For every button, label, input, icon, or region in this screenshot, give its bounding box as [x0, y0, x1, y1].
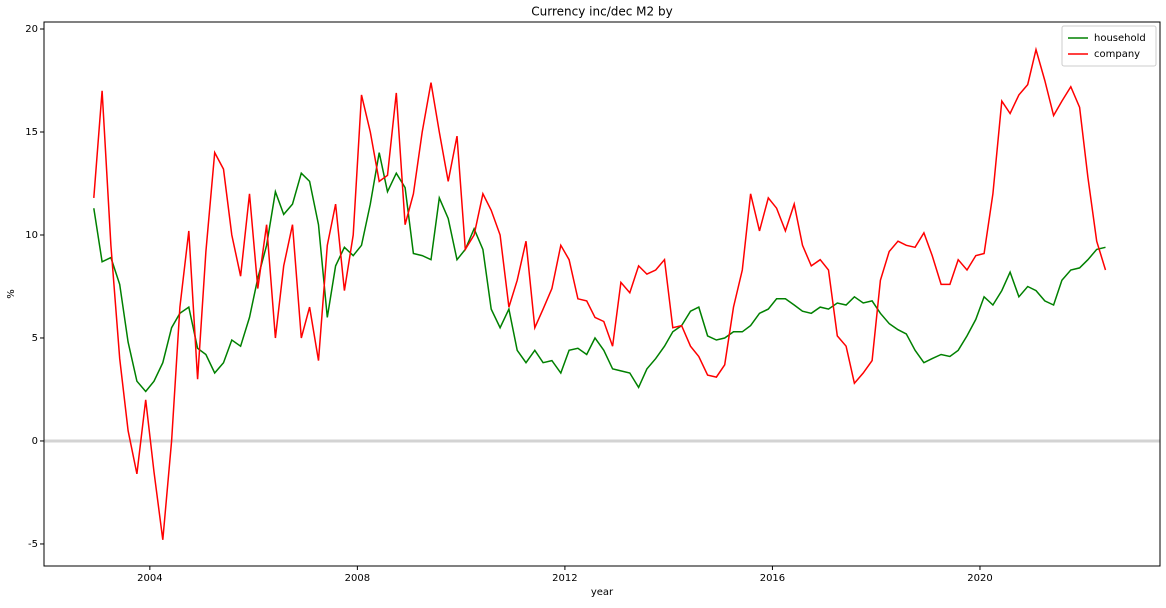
y-tick-label: -5 [28, 539, 38, 550]
y-tick-label: 20 [25, 24, 38, 35]
y-tick-label: 0 [32, 436, 38, 447]
legend-box [1061, 25, 1157, 67]
y-tick-label: 10 [25, 230, 38, 241]
legend-label: company [1094, 49, 1140, 60]
x-tick-label: 2008 [345, 573, 370, 584]
x-tick-label: 2004 [137, 573, 162, 584]
plot-frame [43, 21, 1161, 567]
x-tick-label: 2016 [760, 573, 785, 584]
y-tick-label: 5 [32, 333, 38, 344]
x-axis-label: year [591, 587, 614, 598]
x-tick-label: 2020 [967, 573, 992, 584]
y-axis-label: % [6, 289, 17, 299]
x-tick-label: 2012 [552, 573, 577, 584]
legend: household company [1061, 25, 1157, 67]
chart-title: Currency inc/dec M2 by [531, 5, 672, 19]
series-line [93, 46, 1107, 540]
y-tick-label: 15 [25, 127, 38, 138]
legend-label: household [1094, 33, 1146, 44]
